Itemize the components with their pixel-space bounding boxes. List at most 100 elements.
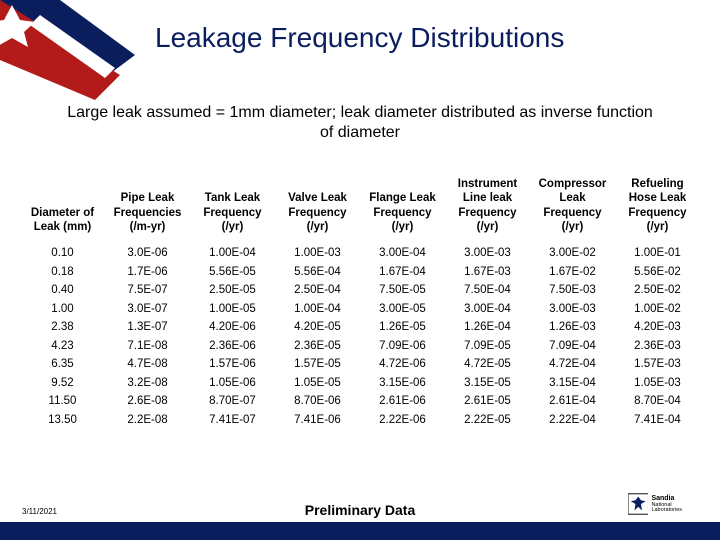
cell-1-2: 5.56E-05 <box>190 263 275 282</box>
cell-0-4: 3.00E-04 <box>360 241 445 264</box>
cell-7-1: 3.2E-08 <box>105 374 190 393</box>
cell-3-3: 1.00E-04 <box>275 300 360 319</box>
cell-0-0: 0.10 <box>20 241 105 264</box>
cell-8-1: 2.6E-08 <box>105 393 190 412</box>
cell-2-3: 2.50E-04 <box>275 282 360 301</box>
cell-8-7: 8.70E-04 <box>615 393 700 412</box>
cell-2-7: 2.50E-02 <box>615 282 700 301</box>
col-header-7: Refueling Hose Leak Frequency (/yr) <box>615 175 700 241</box>
cell-2-2: 2.50E-05 <box>190 282 275 301</box>
table-row: 4.237.1E-082.36E-062.36E-057.09E-067.09E… <box>20 337 700 356</box>
thunderbird-icon <box>628 493 648 515</box>
cell-5-3: 2.36E-05 <box>275 337 360 356</box>
table-body: 0.103.0E-061.00E-041.00E-033.00E-043.00E… <box>20 241 700 430</box>
cell-5-1: 7.1E-08 <box>105 337 190 356</box>
cell-5-2: 2.36E-06 <box>190 337 275 356</box>
cell-4-5: 1.26E-04 <box>445 319 530 338</box>
cell-1-7: 5.56E-02 <box>615 263 700 282</box>
table-row: 1.003.0E-071.00E-051.00E-043.00E-053.00E… <box>20 300 700 319</box>
col-header-6: Compressor Leak Frequency (/yr) <box>530 175 615 241</box>
cell-6-4: 4.72E-06 <box>360 356 445 375</box>
table-row: 0.407.5E-072.50E-052.50E-047.50E-057.50E… <box>20 282 700 301</box>
col-header-2: Tank Leak Frequency (/yr) <box>190 175 275 241</box>
cell-9-6: 2.22E-04 <box>530 411 615 430</box>
cell-8-2: 8.70E-07 <box>190 393 275 412</box>
cell-4-3: 4.20E-05 <box>275 319 360 338</box>
table-row: 0.103.0E-061.00E-041.00E-033.00E-043.00E… <box>20 241 700 264</box>
cell-7-6: 3.15E-04 <box>530 374 615 393</box>
cell-0-6: 3.00E-02 <box>530 241 615 264</box>
cell-9-5: 2.22E-05 <box>445 411 530 430</box>
cell-4-6: 1.26E-03 <box>530 319 615 338</box>
cell-3-0: 1.00 <box>20 300 105 319</box>
cell-4-1: 1.3E-07 <box>105 319 190 338</box>
cell-6-0: 6.35 <box>20 356 105 375</box>
col-header-0: Diameter of Leak (mm) <box>20 175 105 241</box>
cell-8-5: 2.61E-05 <box>445 393 530 412</box>
cell-0-1: 3.0E-06 <box>105 241 190 264</box>
data-table-container: Diameter of Leak (mm)Pipe Leak Frequenci… <box>20 175 700 430</box>
table-row: 13.502.2E-087.41E-077.41E-062.22E-062.22… <box>20 411 700 430</box>
table-header-row: Diameter of Leak (mm)Pipe Leak Frequenci… <box>20 175 700 241</box>
cell-9-7: 7.41E-04 <box>615 411 700 430</box>
cell-5-5: 7.09E-05 <box>445 337 530 356</box>
cell-3-5: 3.00E-04 <box>445 300 530 319</box>
cell-1-0: 0.18 <box>20 263 105 282</box>
cell-7-5: 3.15E-05 <box>445 374 530 393</box>
slide-subtitle: Large leak assumed = 1mm diameter; leak … <box>60 103 660 143</box>
cell-6-7: 1.57E-03 <box>615 356 700 375</box>
leakage-table: Diameter of Leak (mm)Pipe Leak Frequenci… <box>20 175 700 430</box>
cell-6-5: 4.72E-05 <box>445 356 530 375</box>
cell-8-3: 8.70E-06 <box>275 393 360 412</box>
cell-2-5: 7.50E-04 <box>445 282 530 301</box>
cell-3-2: 1.00E-05 <box>190 300 275 319</box>
cell-1-6: 1.67E-02 <box>530 263 615 282</box>
cell-1-5: 1.67E-03 <box>445 263 530 282</box>
cell-5-7: 2.36E-03 <box>615 337 700 356</box>
cell-0-2: 1.00E-04 <box>190 241 275 264</box>
cell-7-0: 9.52 <box>20 374 105 393</box>
flag-decoration <box>0 0 135 105</box>
cell-3-6: 3.00E-03 <box>530 300 615 319</box>
cell-0-3: 1.00E-03 <box>275 241 360 264</box>
col-header-3: Valve Leak Frequency (/yr) <box>275 175 360 241</box>
slide-title: Leakage Frequency Distributions <box>155 22 700 54</box>
preliminary-label: Preliminary Data <box>0 502 720 518</box>
cell-6-6: 4.72E-04 <box>530 356 615 375</box>
cell-1-4: 1.67E-04 <box>360 263 445 282</box>
cell-2-4: 7.50E-05 <box>360 282 445 301</box>
cell-6-2: 1.57E-06 <box>190 356 275 375</box>
bottom-bar <box>0 522 720 540</box>
sandia-logo: Sandia National Laboratories <box>628 488 700 520</box>
cell-7-4: 3.15E-06 <box>360 374 445 393</box>
col-header-1: Pipe Leak Frequencies (/m-yr) <box>105 175 190 241</box>
cell-6-1: 4.7E-08 <box>105 356 190 375</box>
cell-5-6: 7.09E-04 <box>530 337 615 356</box>
cell-9-1: 2.2E-08 <box>105 411 190 430</box>
cell-8-6: 2.61E-04 <box>530 393 615 412</box>
cell-8-4: 2.61E-06 <box>360 393 445 412</box>
cell-0-5: 3.00E-03 <box>445 241 530 264</box>
cell-8-0: 11.50 <box>20 393 105 412</box>
cell-0-7: 1.00E-01 <box>615 241 700 264</box>
cell-2-0: 0.40 <box>20 282 105 301</box>
cell-4-0: 2.38 <box>20 319 105 338</box>
col-header-4: Flange Leak Frequency (/yr) <box>360 175 445 241</box>
cell-3-1: 3.0E-07 <box>105 300 190 319</box>
col-header-5: Instrument Line leak Frequency (/yr) <box>445 175 530 241</box>
table-row: 6.354.7E-081.57E-061.57E-054.72E-064.72E… <box>20 356 700 375</box>
cell-5-0: 4.23 <box>20 337 105 356</box>
cell-6-3: 1.57E-05 <box>275 356 360 375</box>
table-row: 11.502.6E-088.70E-078.70E-062.61E-062.61… <box>20 393 700 412</box>
cell-1-3: 5.56E-04 <box>275 263 360 282</box>
table-row: 9.523.2E-081.05E-061.05E-053.15E-063.15E… <box>20 374 700 393</box>
cell-2-6: 7.50E-03 <box>530 282 615 301</box>
logo-text: Sandia National Laboratories <box>651 495 700 514</box>
cell-1-1: 1.7E-06 <box>105 263 190 282</box>
table-row: 0.181.7E-065.56E-055.56E-041.67E-041.67E… <box>20 263 700 282</box>
cell-4-4: 1.26E-05 <box>360 319 445 338</box>
cell-4-2: 4.20E-06 <box>190 319 275 338</box>
cell-7-7: 1.05E-03 <box>615 374 700 393</box>
cell-9-0: 13.50 <box>20 411 105 430</box>
cell-2-1: 7.5E-07 <box>105 282 190 301</box>
